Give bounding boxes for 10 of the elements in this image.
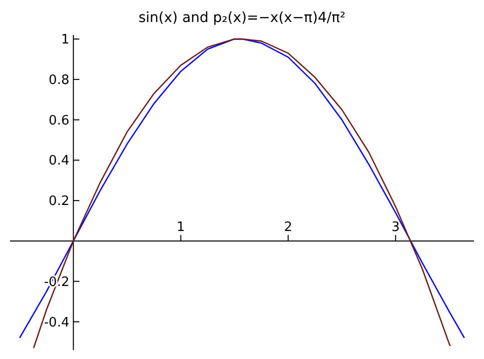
chart-title: sin(x) and p₂(x)=−x(x−π)4/π² (138, 10, 346, 26)
x-tick-label: 1 (176, 220, 185, 235)
y-tick-label: 1 (61, 32, 70, 48)
x-tick-label: 3 (391, 220, 400, 235)
y-tick-label: 0.8 (48, 72, 70, 88)
y-tick-label: 0.2 (48, 194, 70, 210)
y-tick-label: -0.4 (44, 315, 70, 330)
y-tick-label: 0.6 (48, 113, 70, 128)
y-tick-label: 0.4 (48, 154, 70, 169)
x-tick-label: 2 (284, 220, 292, 235)
